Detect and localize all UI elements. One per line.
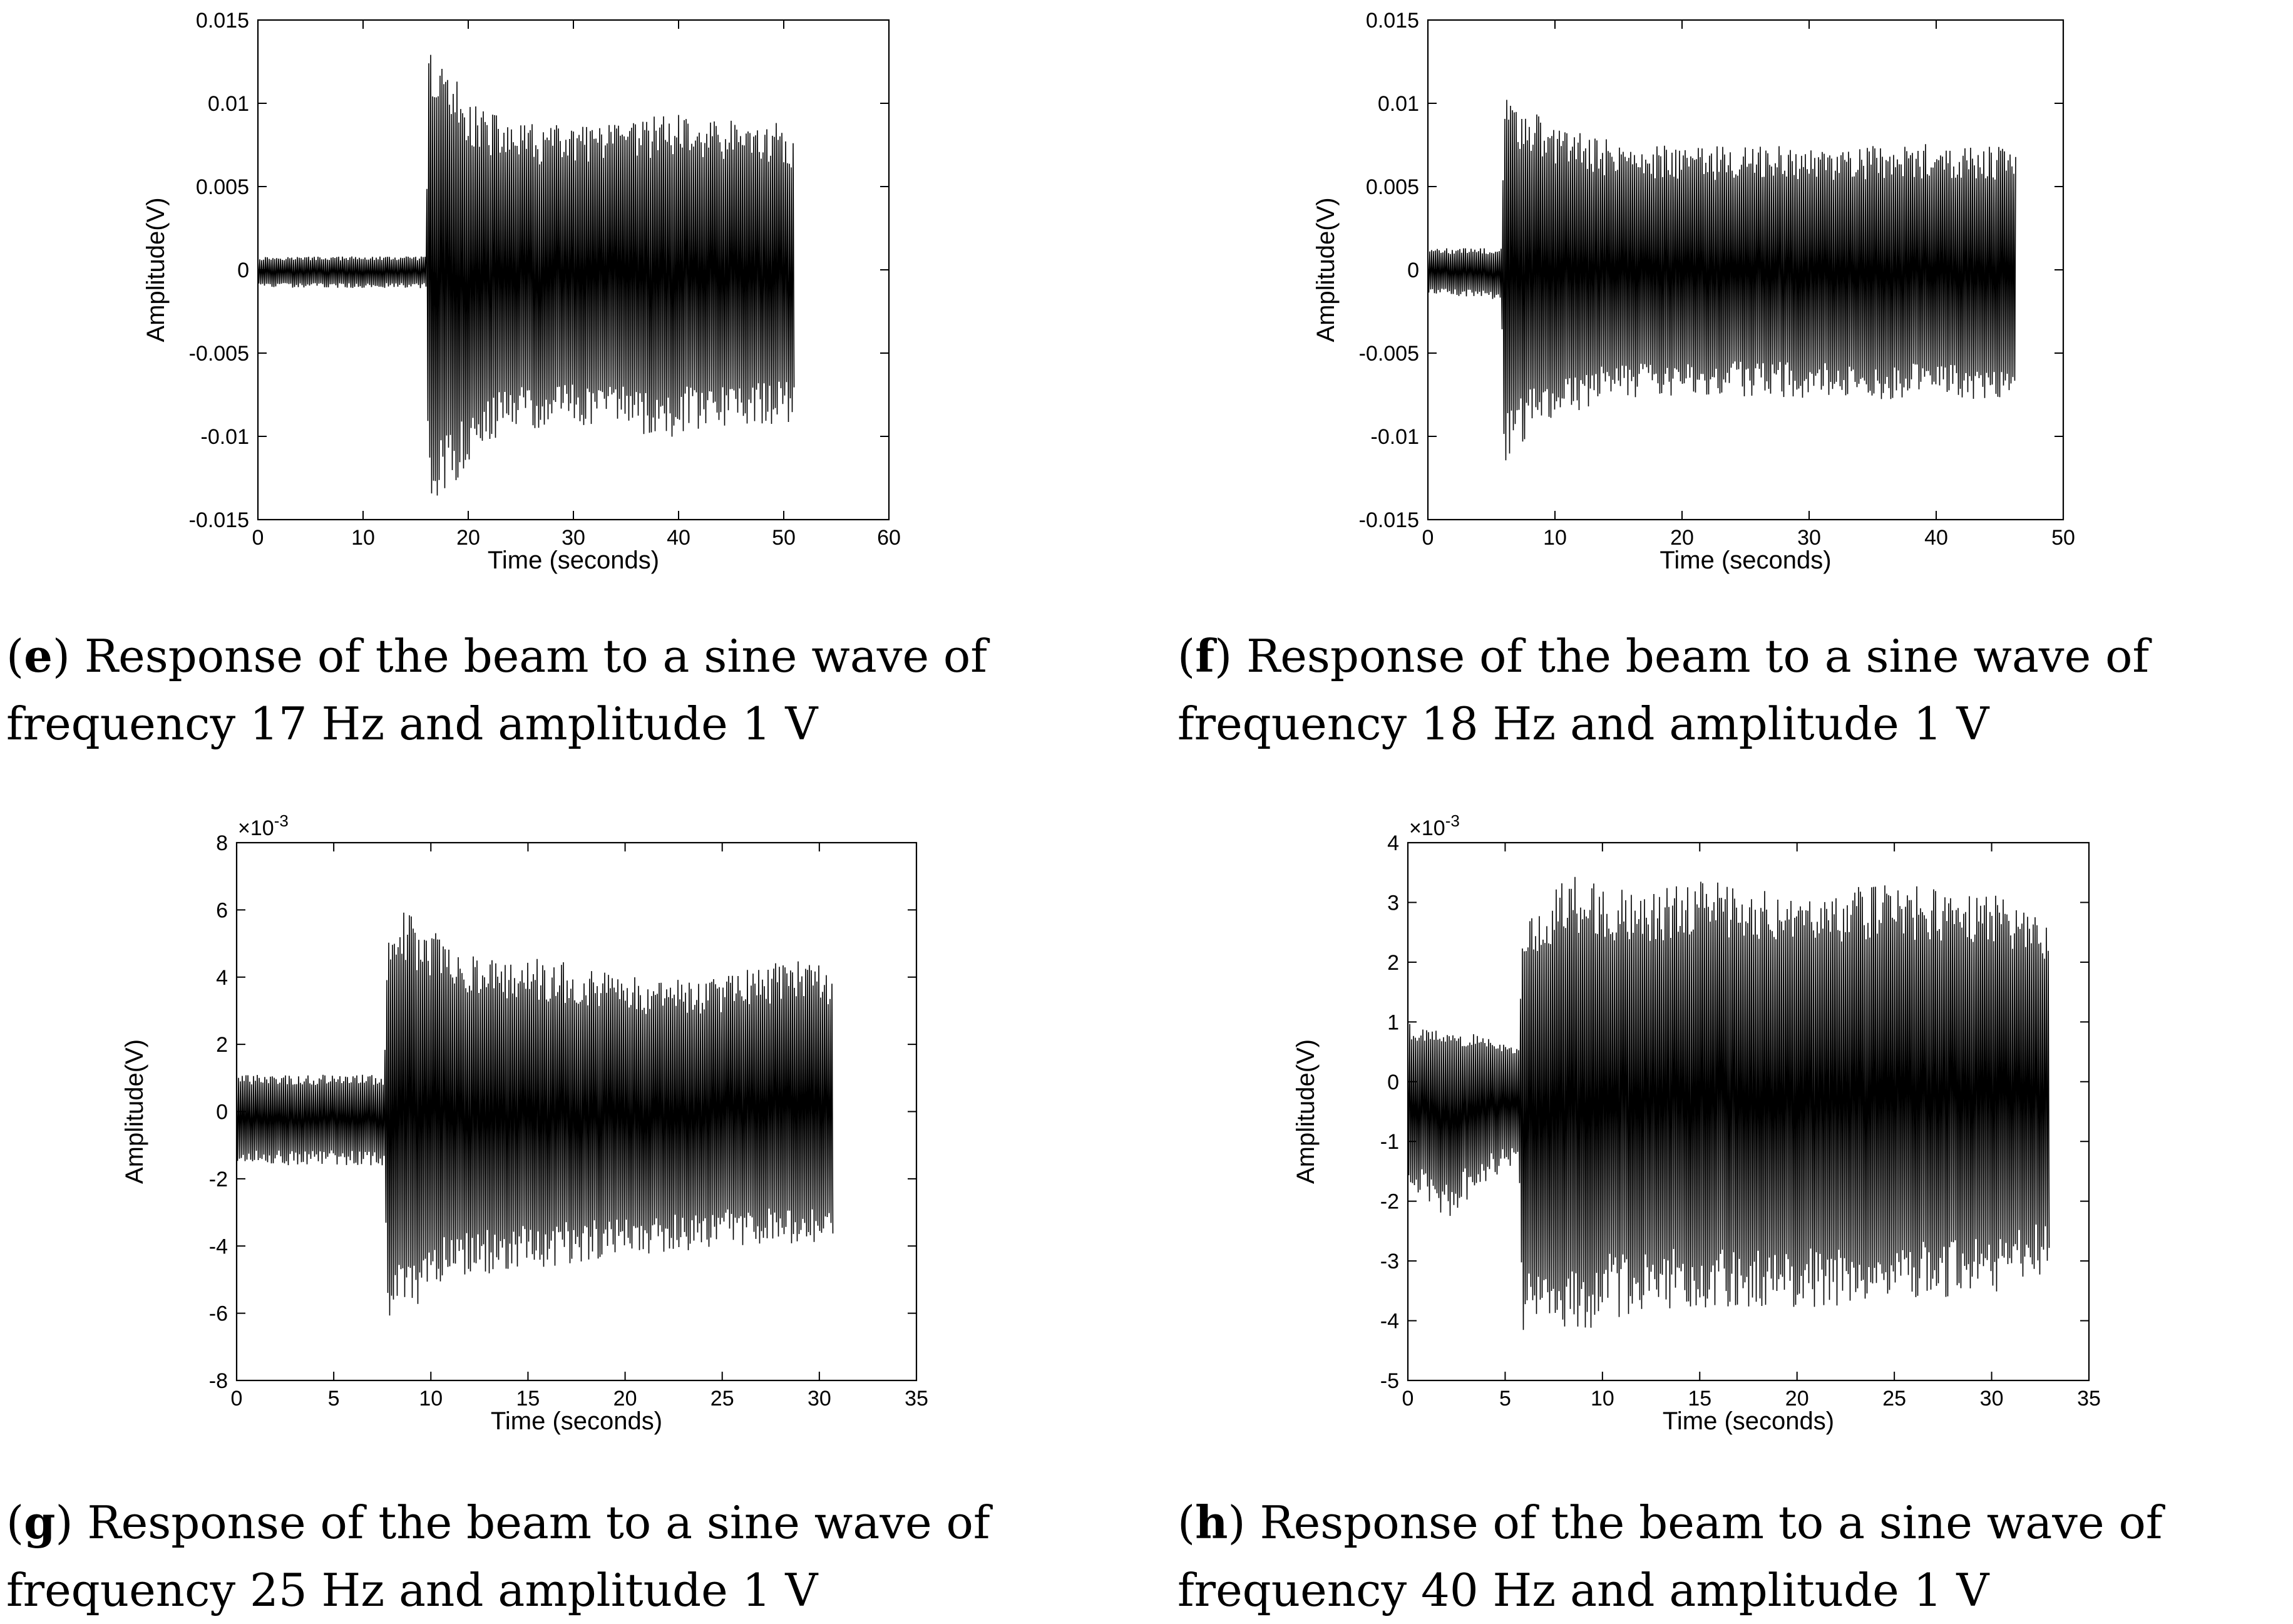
x-tick-label: 0	[231, 1387, 243, 1411]
y-tick-label: 3	[1387, 891, 1399, 915]
y-tick-label: 0.015	[1366, 9, 1419, 33]
y-tick-label: -6	[209, 1302, 228, 1326]
caption-letter: e	[24, 629, 53, 682]
y-tick-label: 0	[237, 259, 249, 282]
y-tick-label: 0	[1407, 259, 1419, 282]
caption-e: (e) Response of the beam to a sine wave …	[6, 629, 987, 750]
x-tick-label: 50	[772, 526, 796, 550]
x-tick-label: 60	[877, 526, 901, 550]
y-axis-label: Amplitude(V)	[1292, 1039, 1320, 1184]
y-tick-label: 0.005	[1366, 175, 1419, 199]
y-exponent-label: ×10-3	[238, 811, 289, 840]
x-tick-label: 30	[1797, 526, 1821, 550]
x-tick-label: 20	[1670, 526, 1694, 550]
x-tick-label: 10	[419, 1387, 443, 1411]
y-tick-label: 6	[216, 898, 228, 922]
caption-text: Response of the beam to a sine wave of f…	[1177, 1496, 2163, 1616]
x-tick-label: 35	[905, 1387, 928, 1411]
y-axis-label: Amplitude(V)	[142, 197, 170, 342]
caption-text: Response of the beam to a sine wave of f…	[6, 1496, 990, 1616]
x-tick-label: 30	[808, 1387, 831, 1411]
caption-g: (g) Response of the beam to a sine wave …	[6, 1496, 990, 1616]
x-tick-label: 35	[2077, 1387, 2101, 1411]
caption-h: (h) Response of the beam to a sine wave …	[1177, 1496, 2163, 1616]
x-tick-label: 10	[1591, 1387, 1614, 1411]
y-axis-label: Amplitude(V)	[121, 1039, 148, 1184]
x-axis-label: Time (seconds)	[1659, 547, 1831, 574]
x-tick-label: 15	[516, 1387, 540, 1411]
x-tick-label: 20	[613, 1387, 637, 1411]
y-tick-label: 2	[1387, 951, 1399, 975]
y-tick-label: 0.01	[1378, 92, 1419, 116]
y-tick-label: -2	[209, 1168, 228, 1191]
y-tick-label: 4	[216, 966, 228, 990]
y-tick-label: 8	[216, 831, 228, 855]
x-tick-label: 10	[351, 526, 375, 550]
caption-text: Response of the beam to a sine wave of f…	[1177, 630, 2150, 750]
x-tick-label: 15	[1688, 1387, 1711, 1411]
x-tick-label: 20	[456, 526, 480, 550]
y-tick-label: -3	[1380, 1250, 1399, 1273]
y-tick-label: -0.01	[1371, 425, 1420, 449]
y-tick-label: -4	[1380, 1310, 1399, 1334]
signal-line	[1427, 100, 2016, 461]
y-tick-label: 0.01	[208, 92, 249, 116]
signal-line	[257, 54, 795, 496]
x-tick-label: 20	[1785, 1387, 1809, 1411]
x-axis-label: Time (seconds)	[488, 547, 659, 574]
x-tick-label: 10	[1543, 526, 1567, 550]
x-tick-label: 50	[2051, 526, 2075, 550]
x-tick-label: 40	[1924, 526, 1948, 550]
x-axis-label: Time (seconds)	[1663, 1407, 1834, 1435]
chart-f: 0 10 20 30 40 50 0.015 0.01 0.005 0 -0.005 -0.01 -0.…	[1312, 9, 2075, 574]
x-tick-label: 0	[1422, 526, 1434, 550]
x-tick-label: 25	[710, 1387, 734, 1411]
y-tick-label: 0	[216, 1101, 228, 1124]
caption-letter: f	[1195, 629, 1215, 682]
y-tick-label: 0	[1387, 1071, 1399, 1094]
y-tick-label: -8	[209, 1369, 228, 1393]
signal-line	[236, 912, 834, 1316]
y-tick-label: -0.005	[189, 342, 249, 366]
y-tick-label: 0.005	[196, 175, 249, 199]
y-tick-label: 0.015	[196, 9, 249, 33]
x-tick-label: 0	[1402, 1387, 1414, 1411]
x-axis-label: Time (seconds)	[491, 1407, 662, 1435]
y-tick-label: 1	[1387, 1010, 1399, 1034]
y-tick-label: -5	[1380, 1369, 1399, 1393]
caption-f: (f) Response of the beam to a sine wave …	[1177, 629, 2150, 750]
chart-e: 0 10 20 30 40 50 60 0.015 0.01 0.005 0 -0.005 -0.01 -…	[142, 9, 901, 574]
figure-panel-g: 0 5 10 15 20 25 30 35 8 6 4 2 0 -2 -4 -6 -8 ×10-3 Time (se…	[0, 809, 1146, 1618]
x-tick-label: 5	[1499, 1387, 1511, 1411]
x-tick-label: 30	[1980, 1387, 2004, 1411]
x-tick-label: 25	[1882, 1387, 1906, 1411]
y-tick-label: -0.015	[189, 508, 249, 532]
y-tick-label: -1	[1380, 1130, 1399, 1154]
caption-letter: g	[24, 1496, 56, 1549]
caption-letter: h	[1195, 1496, 1228, 1549]
y-tick-label: -0.01	[201, 425, 250, 449]
y-tick-label: 2	[216, 1033, 228, 1057]
y-tick-label: -4	[209, 1235, 228, 1258]
x-tick-label: 0	[252, 526, 264, 550]
figure-panel-f: 0 10 20 30 40 50 0.015 0.01 0.005 0 -0.005 -0.01 -0.…	[1146, 0, 2292, 809]
y-exponent-label: ×10-3	[1409, 811, 1460, 840]
figure-panel-h: 0 5 10 15 20 25 30 35 4 3 2 1 0 -1 -2 -3 -4 -5 ×10-3 Time (…	[1146, 809, 2292, 1618]
y-tick-label: 4	[1387, 831, 1399, 855]
y-axis-label: Amplitude(V)	[1312, 197, 1340, 342]
figure-panel-e: 0 10 20 30 40 50 60 0.015 0.01 0.005 0 -0.005 -0.01 -…	[0, 0, 1146, 809]
y-tick-label: -2	[1380, 1190, 1399, 1214]
y-tick-label: -0.015	[1359, 508, 1419, 532]
axes-box	[1407, 841, 2090, 1382]
x-tick-label: 5	[328, 1387, 340, 1411]
y-tick-label: -0.005	[1359, 342, 1419, 366]
caption-text: Response of the beam to a sine wave of f…	[6, 630, 987, 750]
x-tick-label: 40	[667, 526, 690, 550]
signal-line	[1407, 876, 2050, 1330]
x-tick-label: 30	[562, 526, 585, 550]
